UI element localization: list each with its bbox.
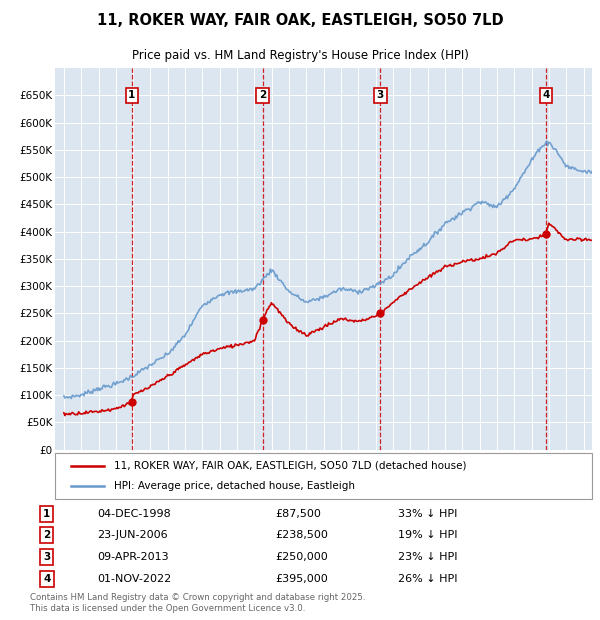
Text: 26% ↓ HPI: 26% ↓ HPI — [398, 574, 458, 584]
Text: 09-APR-2013: 09-APR-2013 — [97, 552, 169, 562]
Text: 19% ↓ HPI: 19% ↓ HPI — [398, 530, 458, 540]
Text: 1: 1 — [43, 509, 50, 519]
Text: Price paid vs. HM Land Registry's House Price Index (HPI): Price paid vs. HM Land Registry's House … — [131, 49, 469, 62]
Text: 01-NOV-2022: 01-NOV-2022 — [97, 574, 171, 584]
Text: 23% ↓ HPI: 23% ↓ HPI — [398, 552, 458, 562]
Text: 3: 3 — [377, 91, 384, 100]
Text: 4: 4 — [542, 91, 550, 100]
Text: 04-DEC-1998: 04-DEC-1998 — [97, 509, 171, 519]
Text: 4: 4 — [43, 574, 50, 584]
FancyBboxPatch shape — [55, 453, 592, 499]
Text: 1: 1 — [128, 91, 136, 100]
Text: 33% ↓ HPI: 33% ↓ HPI — [398, 509, 458, 519]
Text: £238,500: £238,500 — [275, 530, 328, 540]
Text: £87,500: £87,500 — [275, 509, 322, 519]
Text: 3: 3 — [43, 552, 50, 562]
Text: £250,000: £250,000 — [275, 552, 328, 562]
Text: 2: 2 — [259, 91, 266, 100]
Text: HPI: Average price, detached house, Eastleigh: HPI: Average price, detached house, East… — [114, 481, 355, 491]
Text: 23-JUN-2006: 23-JUN-2006 — [97, 530, 167, 540]
Text: 11, ROKER WAY, FAIR OAK, EASTLEIGH, SO50 7LD: 11, ROKER WAY, FAIR OAK, EASTLEIGH, SO50… — [97, 13, 503, 28]
Text: £395,000: £395,000 — [275, 574, 328, 584]
Text: 2: 2 — [43, 530, 50, 540]
Text: Contains HM Land Registry data © Crown copyright and database right 2025.
This d: Contains HM Land Registry data © Crown c… — [30, 593, 365, 613]
Text: 11, ROKER WAY, FAIR OAK, EASTLEIGH, SO50 7LD (detached house): 11, ROKER WAY, FAIR OAK, EASTLEIGH, SO50… — [114, 461, 467, 471]
